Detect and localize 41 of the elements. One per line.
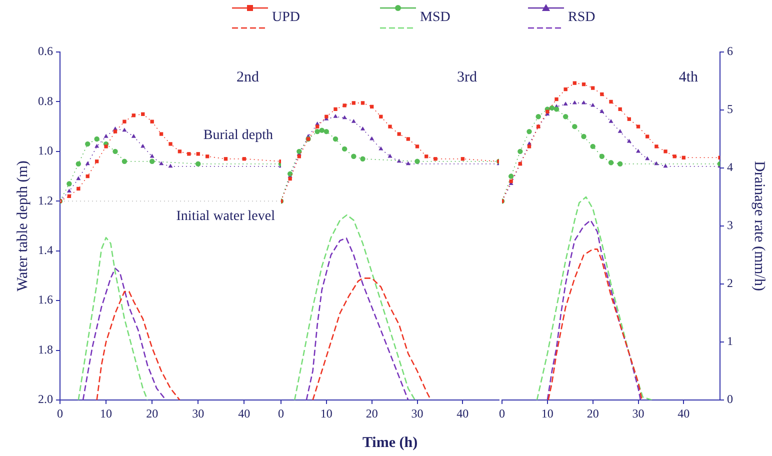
x-axis-title: Time (h): [362, 434, 418, 451]
text: 2nd: [236, 69, 260, 86]
y-tick-label: 1.4: [38, 243, 53, 258]
x-tick-label: 10: [100, 406, 112, 420]
y2-axis-title: Drainage rate (mm/h): [751, 161, 768, 291]
y-tick-label: 0.8: [38, 94, 53, 108]
y-tick-label: 1.0: [38, 144, 53, 158]
x-tick-label: 20: [586, 406, 599, 420]
y2-tick-label: 0: [727, 392, 733, 406]
legend-label: UPD: [272, 10, 300, 26]
y-tick-label: 1.2: [38, 193, 53, 208]
y-tick-label: 1.8: [38, 342, 53, 356]
x-tick-label: 0: [278, 406, 284, 420]
y2-tick-label: 6: [727, 44, 733, 58]
x-tick-label: 0: [57, 406, 63, 420]
x-tick-label: 0: [499, 406, 505, 420]
y2-tick-label: 1: [727, 334, 733, 348]
x-tick-label: 30: [411, 406, 424, 420]
text: 3rd: [457, 69, 478, 86]
y-tick-label: 1.6: [38, 292, 53, 307]
x-tick-label: 40: [238, 406, 250, 420]
ref-line-label: Initial water level: [176, 208, 276, 224]
x-tick-label: 40: [678, 406, 690, 420]
legend-label: MSD: [420, 10, 450, 26]
x-tick-label: 10: [541, 406, 554, 420]
x-tick-label: 20: [366, 406, 378, 420]
x-tick-label: 10: [320, 406, 332, 420]
y2-tick-label: 4: [727, 160, 733, 174]
y2-tick-label: 3: [727, 218, 733, 232]
x-tick-label: 30: [632, 406, 644, 420]
y-axis-title: Water table depth (m): [14, 160, 31, 292]
x-tick-label: 20: [146, 406, 158, 420]
y-tick-label: 2.0: [38, 392, 53, 406]
x-tick-label: 30: [192, 406, 204, 420]
x-tick-label: 40: [456, 406, 469, 420]
y2-tick-label: 5: [727, 102, 733, 116]
text: 4th: [678, 69, 698, 86]
y2-tick-label: 2: [727, 276, 733, 290]
annotation: Burial depth: [203, 128, 273, 144]
legend-label: RSD: [568, 10, 596, 26]
y-tick-label: 0.6: [38, 44, 53, 58]
